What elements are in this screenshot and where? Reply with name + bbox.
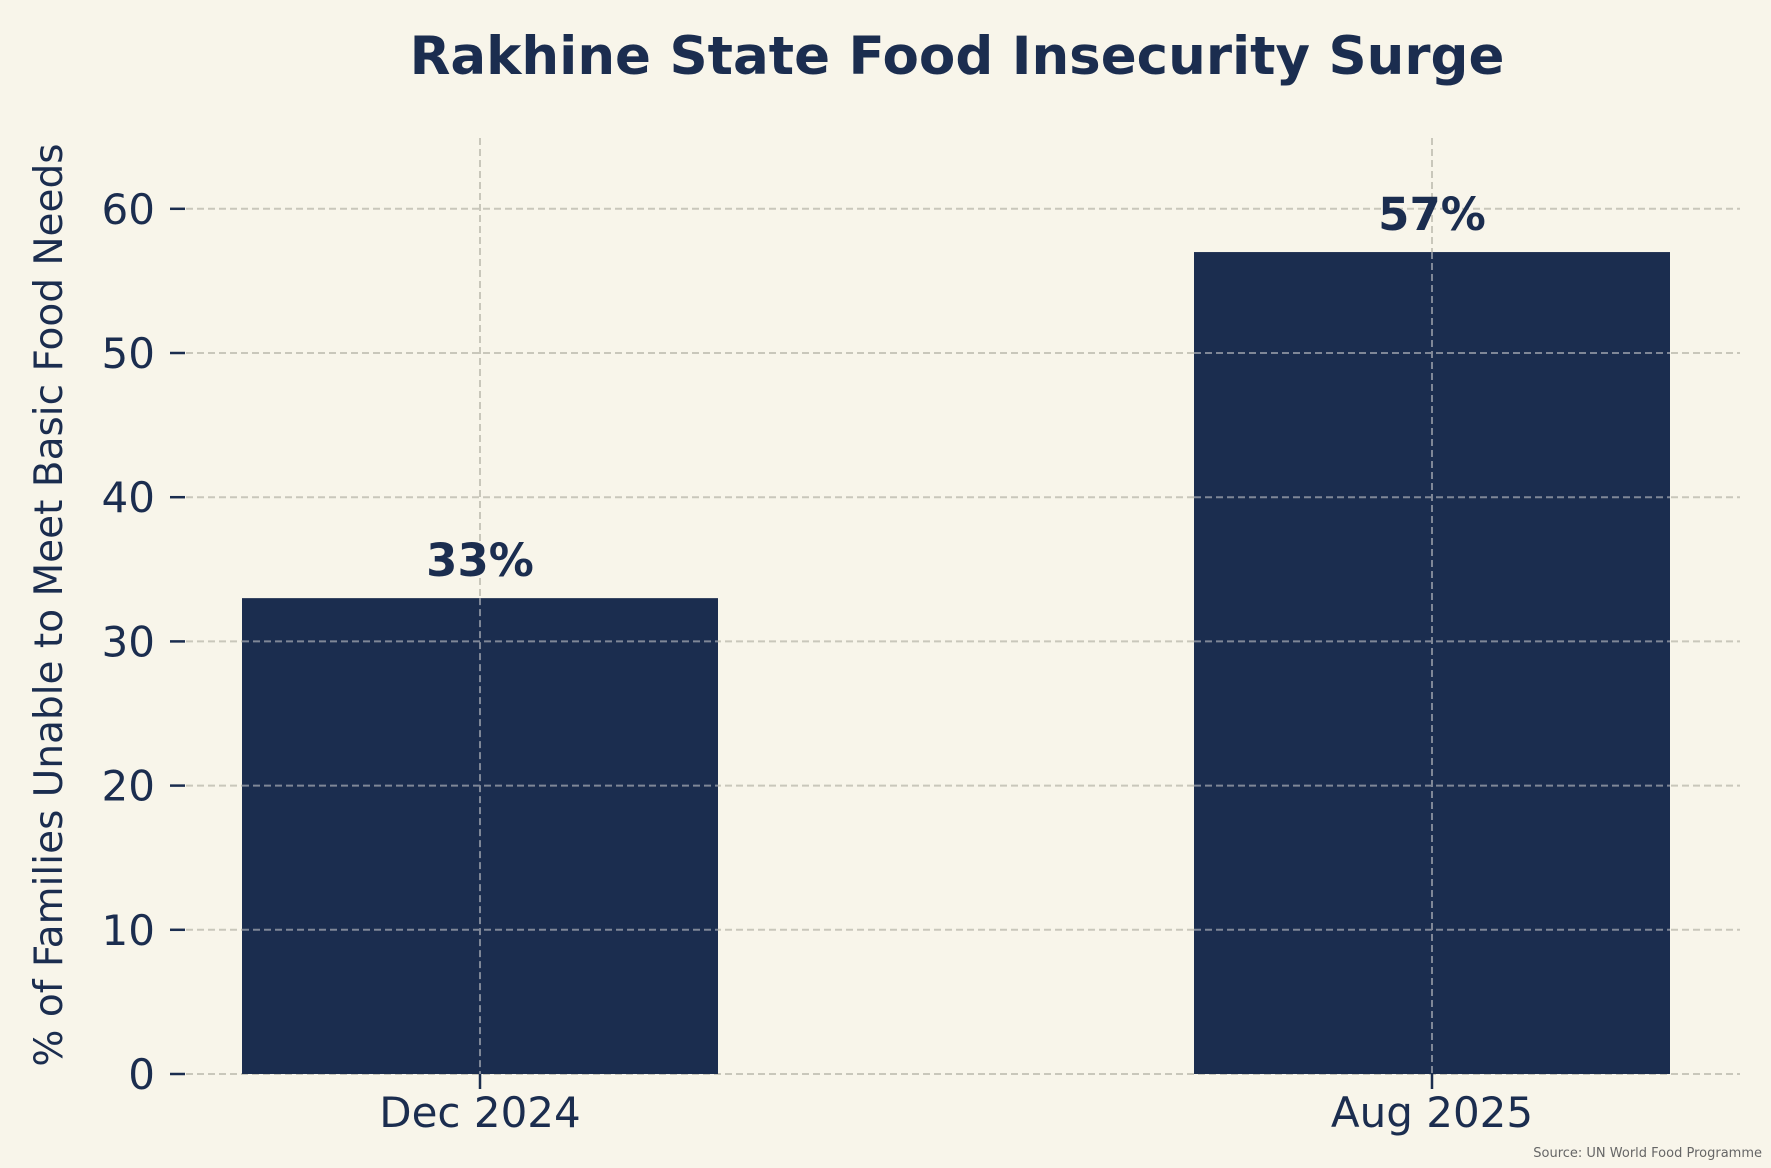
y-tick-label: 30 [102, 617, 155, 666]
x-axis: Dec 2024 Aug 2025 [379, 1074, 1533, 1137]
gridlines-over-bars [242, 252, 1670, 1074]
data-label: 57% [1378, 188, 1486, 241]
y-tick-label: 0 [128, 1050, 155, 1099]
y-tick-label: 20 [102, 762, 155, 811]
y-tick-label: 10 [102, 906, 155, 955]
source-note: Source: UN World Food Programme [1533, 1146, 1762, 1161]
data-labels: 33% 57% [426, 188, 1486, 587]
y-axis: 0 10 20 30 40 50 60 [102, 185, 185, 1099]
x-tick-label: Aug 2025 [1331, 1088, 1533, 1137]
y-tick-label: 40 [102, 473, 155, 522]
x-tick-label: Dec 2024 [379, 1088, 581, 1137]
chart-title: Rakhine State Food Insecurity Surge [410, 26, 1505, 87]
y-axis-label: % of Families Unable to Meet Basic Food … [27, 143, 72, 1066]
y-tick-label: 60 [102, 185, 155, 234]
data-label: 33% [426, 534, 534, 587]
y-tick-label: 50 [102, 329, 155, 378]
